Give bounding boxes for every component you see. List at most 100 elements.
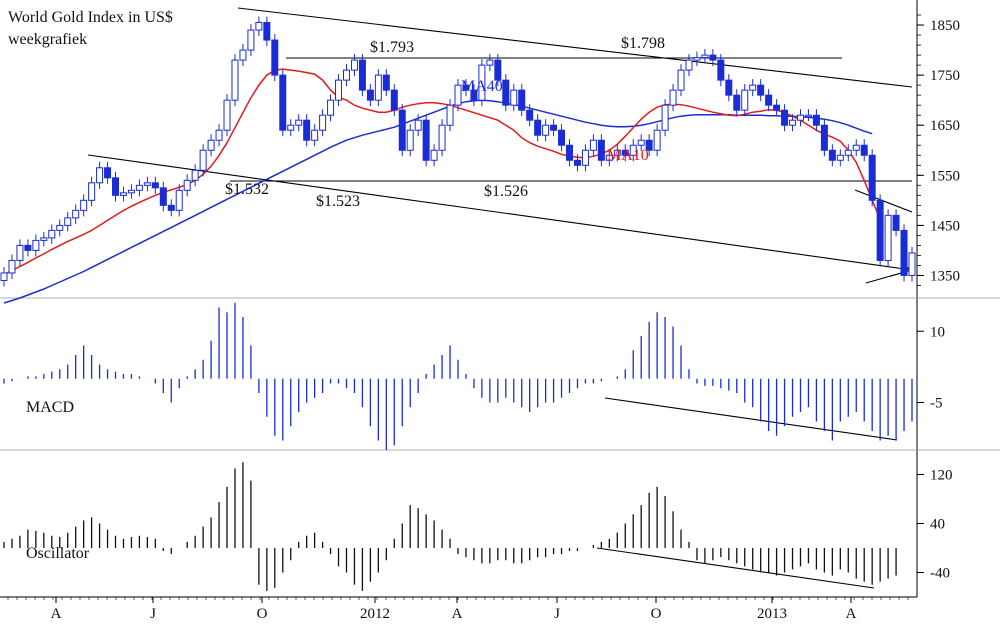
candle-body [167,204,175,211]
candle-body [263,22,271,41]
candle-body [231,59,239,101]
candle-body [908,252,916,276]
annotation-high-1798: $1.798 [621,35,665,52]
candle-body [358,59,366,91]
candle-body [510,89,518,106]
candle-body [605,154,613,161]
trendline [596,547,875,589]
candle-body [159,187,167,206]
candle-body [653,129,661,151]
candle-body [215,129,223,141]
candle-body [446,104,454,126]
candle-body [725,79,733,96]
candle-body [119,192,127,196]
oscillator-tick-label: 40 [930,517,945,533]
candle-body [430,149,438,161]
macd-tick-label: -5 [930,396,943,412]
candle-body [518,89,526,111]
price-tick-label: 1550 [930,168,960,184]
candle-body [876,199,884,261]
candle-body [175,189,183,211]
ma40-label: MA40 [461,78,503,95]
candle-body [16,244,24,261]
candle-body [255,22,263,31]
candle-body [135,184,143,191]
candle-body [191,169,199,181]
candle-body [844,149,852,156]
price-tick-label: 1450 [930,218,960,234]
candle-body [796,114,804,121]
candle-body [199,149,207,171]
candle-body [382,74,390,91]
candle-body [80,199,88,211]
candle-body [207,139,215,151]
candle-body [789,119,797,126]
candle-body [342,69,350,81]
candle-body [151,182,159,189]
candle-body [693,57,701,61]
candle-body [287,124,295,131]
candle-body [502,79,510,106]
candle-body [542,124,550,136]
candle-body [717,59,725,81]
candle-body [749,84,757,91]
annotation-low-1526: $1.526 [484,183,528,200]
x-axis-labels: A J O 2012 A J O 2013 A [7,597,909,622]
candle-body [311,129,319,141]
x-tick-label: A [846,606,857,622]
trendline [87,154,913,271]
candle-body [597,139,605,161]
candle-body [677,69,685,91]
candle-body [104,167,112,179]
candle-body [701,54,709,59]
candle-body [350,59,358,71]
candle-body [24,244,32,251]
candle-body [828,149,836,161]
y-axis-labels: 1850 1750 1650 1550 1450 1350 10 -5 120 40 -40 [917,14,960,582]
annotation-high-1793: $1.793 [370,39,414,56]
candle-body [462,84,470,91]
annotation-low-1523: $1.523 [316,193,360,210]
candle-body [88,182,96,201]
candle-body [422,119,430,161]
x-tick-label: O [257,606,268,622]
candle-body [884,214,892,261]
candle-body [279,74,287,131]
candle-body [127,189,135,194]
candle-body [40,237,48,241]
candle-body [327,99,335,116]
candle-body [295,119,303,126]
candle-body [183,179,191,191]
x-tick-label: O [651,606,662,622]
candle-body [773,104,781,111]
candle-body [303,119,311,141]
candle-body [550,124,558,131]
candle-body [765,94,773,106]
candle-body [804,114,812,118]
candle-body [836,154,844,161]
candle-body [143,182,151,186]
candle-body [669,89,677,106]
candle-body [892,214,900,231]
x-tick-label: A [51,606,62,622]
candle-body [900,229,908,276]
trendline [604,397,898,441]
candle-body [581,149,589,166]
candle-body [8,259,16,274]
price-tick-label: 1750 [930,68,960,84]
candle-body [558,129,566,146]
candle-body [271,39,279,76]
candle-body [781,109,789,126]
chart-subtitle: weekgrafiek [8,31,87,48]
candle-body [621,149,629,156]
macd-tick-label: 10 [930,324,945,340]
candle-body [366,89,374,101]
trendline [237,7,913,88]
candle-body [741,89,749,111]
candle-body [494,59,502,81]
candle-body [685,59,693,71]
candle-body [239,49,247,61]
candle-body [247,29,255,51]
